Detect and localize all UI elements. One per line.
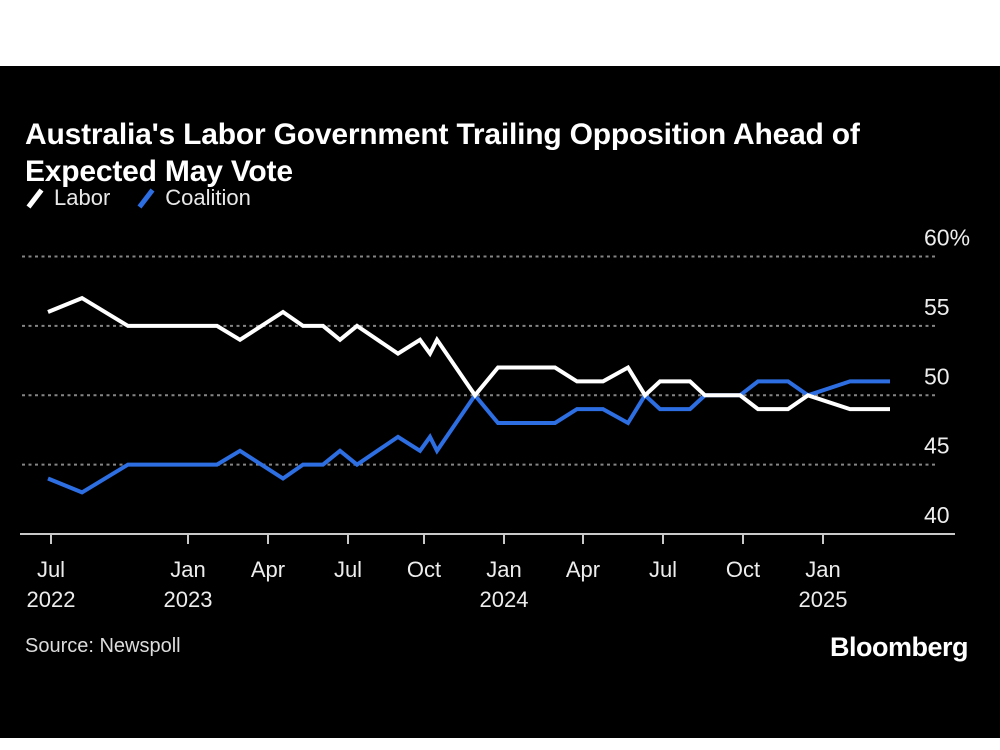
legend-item-labor: Labor xyxy=(25,185,110,211)
chart-title: Australia's Labor Government Trailing Op… xyxy=(25,118,860,189)
x-axis-label-month: Jul xyxy=(334,557,362,582)
x-axis-label-month: Jan xyxy=(170,557,205,582)
legend-label: Labor xyxy=(54,185,111,210)
x-axis-label-month: Jan xyxy=(486,557,521,582)
x-axis-label-year: 2024 xyxy=(480,587,529,612)
y-axis-label-50: 50 xyxy=(924,363,950,389)
legend-item-coalition: Coalition xyxy=(136,185,251,211)
labor-line-swatch-icon xyxy=(26,188,44,209)
x-axis-label-year: 2022 xyxy=(27,587,76,612)
legend: Labor Coalition xyxy=(25,184,251,212)
y-axis-label-45: 45 xyxy=(924,433,950,459)
x-axis-label-month: Apr xyxy=(251,557,285,582)
y-axis-label-60: 60% xyxy=(924,225,970,251)
x-axis-label-month: Apr xyxy=(566,557,600,582)
series-line-coalition xyxy=(47,379,890,495)
y-axis-label-40: 40 xyxy=(924,502,950,528)
x-axis-label-month: Jan xyxy=(805,557,840,582)
footer: Source: Newspoll Bloomberg xyxy=(0,632,1000,662)
legend-label: Coalition xyxy=(165,185,251,210)
coalition-line-swatch-icon xyxy=(137,188,155,209)
x-axis-label-month: Jul xyxy=(649,557,677,582)
bloomberg-logo: Bloomberg xyxy=(829,632,969,662)
chart-card: Australia's Labor Government Trailing Op… xyxy=(0,66,1000,738)
x-axis-label-month: Oct xyxy=(726,557,760,582)
x-axis-label-year: 2023 xyxy=(164,587,213,612)
line-chart: 60% 55 50 45 40 Jul 2022 Jan 2023 Apr Jul Oct Jan 202… xyxy=(20,225,970,612)
x-axis-label-year: 2025 xyxy=(799,587,848,612)
x-axis-label-month: Oct xyxy=(407,557,441,582)
series-line-labor xyxy=(47,295,890,412)
source-note: Source: Newspoll xyxy=(25,635,181,657)
y-axis-label-55: 55 xyxy=(924,294,950,320)
x-axis-label-month: Jul xyxy=(37,557,65,582)
